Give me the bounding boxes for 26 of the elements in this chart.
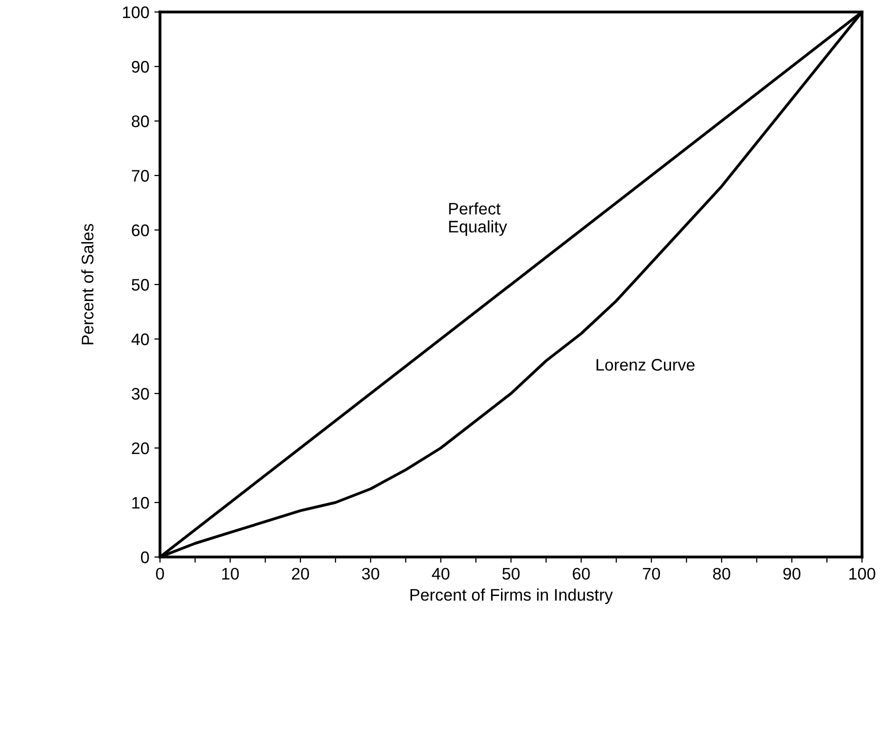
- x-tick-label: 20: [292, 568, 310, 580]
- y-tick-label: 20: [132, 442, 149, 454]
- x-tick-label: 40: [432, 568, 450, 580]
- y-tick-label: 40: [131, 333, 149, 346]
- x-tick-label: 50: [502, 568, 520, 580]
- y-tick-label: 50: [132, 278, 149, 291]
- x-tick-label: 90: [783, 568, 800, 580]
- x-tick-label: 70: [642, 568, 660, 580]
- y-tick-label: 70: [132, 170, 149, 182]
- y-axis-title: Percent of Sales: [81, 224, 94, 344]
- x-tick-label: 60: [572, 568, 590, 580]
- text: Perfect Equality: [449, 202, 508, 236]
- x-tick-label: 0: [156, 568, 164, 580]
- y-tick-label: 0: [140, 551, 149, 564]
- y-tick-label: 100: [123, 6, 149, 18]
- y-tick-label: 90: [132, 60, 149, 73]
- y-tick-label: 10: [132, 496, 149, 509]
- x-tick-label: 10: [222, 568, 239, 580]
- x-axis-title: Percent of Firms in Industry: [410, 588, 613, 604]
- y-tick-label: 80: [132, 115, 149, 128]
- x-tick-label: 80: [713, 568, 730, 580]
- x-tick-label: 30: [362, 568, 380, 580]
- x-tick-label: 100: [849, 568, 876, 580]
- y-tick-label: 30: [132, 388, 149, 400]
- y-tick-label: 60: [132, 224, 149, 236]
- series-label: Lorenz Curve: [596, 358, 695, 371]
